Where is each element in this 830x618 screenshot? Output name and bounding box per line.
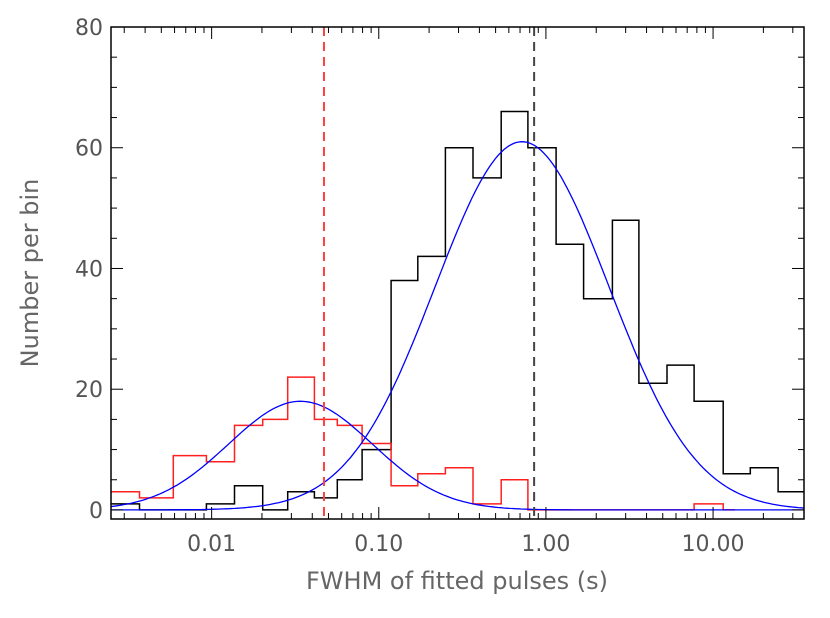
- y-tick-label: 80: [75, 16, 103, 41]
- fit-curve-3: [110, 400, 804, 511]
- plot-frame: [110, 26, 805, 520]
- tick-layer: [111, 26, 804, 519]
- tick-label-layer: 0 20 40 60 80 0.01 0.10 1.00 10.00: [75, 16, 745, 557]
- data-layer: [110, 27, 805, 519]
- y-tick-label: 20: [75, 378, 103, 403]
- y-tick-label: 60: [75, 137, 103, 162]
- fit-curve-2: [111, 141, 805, 511]
- x-tick-label: 1.00: [521, 532, 570, 557]
- y-tick-label: 0: [89, 499, 103, 524]
- x-tick-label: 0.10: [354, 532, 403, 557]
- histogram-series-0: [111, 110, 804, 511]
- y-axis-label: Number per bin: [16, 179, 44, 368]
- histogram-series-1: [111, 376, 735, 511]
- x-tick-label: 10.00: [682, 532, 745, 557]
- y-tick-label: 40: [75, 257, 103, 282]
- x-tick-label: 0.01: [187, 532, 236, 557]
- x-axis-label: FWHM of fitted pulses (s): [306, 567, 608, 595]
